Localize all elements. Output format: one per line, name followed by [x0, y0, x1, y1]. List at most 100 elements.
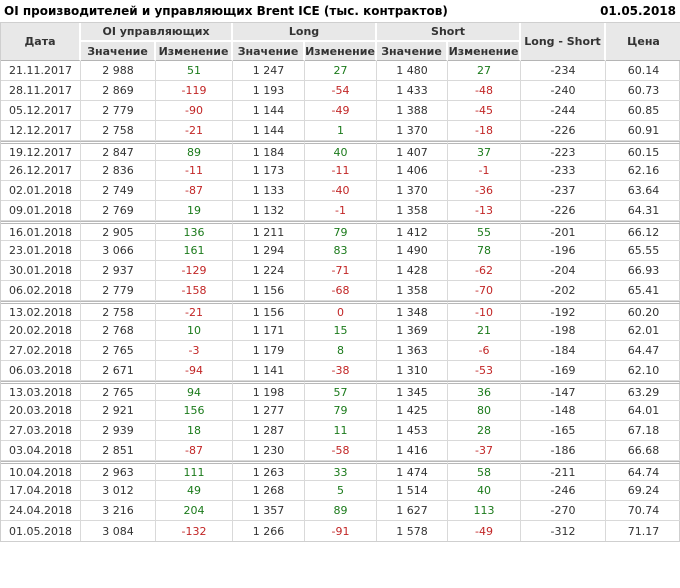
oi-value-cell: 2 905: [81, 221, 156, 241]
short-value-cell: 1 490: [377, 241, 449, 261]
table-row: 24.04.2018 3 216 204 1 357 89 1 627 113 -270 70.…: [1, 501, 680, 521]
price-cell: 63.64: [606, 181, 680, 201]
table-row: 06.03.2018 2 671 -94 1 141 -38 1 310 -53 -169 62…: [1, 361, 680, 381]
date-cell: 13.02.2018: [1, 301, 81, 321]
date-cell: 06.03.2018: [1, 361, 81, 381]
table-row: 12.12.2017 2 758 -21 1 144 1 1 370 -18 -226 60.9…: [1, 121, 680, 141]
price-cell: 64.74: [606, 461, 680, 481]
short-value-cell: 1 416: [377, 441, 449, 461]
long-change-cell: -49: [305, 101, 378, 121]
oi-value-cell: 2 939: [81, 421, 156, 441]
long-short-cell: -237: [521, 181, 607, 201]
price-cell: 66.68: [606, 441, 680, 461]
table-row: 13.03.2018 2 765 94 1 198 57 1 345 36 -147 63.29: [1, 381, 680, 401]
price-cell: 70.74: [606, 501, 680, 521]
date-cell: 12.12.2017: [1, 121, 81, 141]
long-change-cell: 89: [305, 501, 378, 521]
long-change-cell: 40: [305, 141, 378, 161]
short-value-cell: 1 474: [377, 461, 449, 481]
report-date: 01.05.2018: [600, 4, 676, 18]
oi-change-cell: 136: [156, 221, 234, 241]
long-value-cell: 1 294: [233, 241, 306, 261]
table-row: 27.02.2018 2 765 -3 1 179 8 1 363 -6 -184 64.47: [1, 341, 680, 361]
long-change-cell: 5: [305, 481, 378, 501]
oi-change-cell: 49: [156, 481, 234, 501]
table-row: 13.02.2018 2 758 -21 1 156 0 1 348 -10 -192 60.2…: [1, 301, 680, 321]
oi-value-cell: 3 216: [81, 501, 156, 521]
long-short-cell: -147: [521, 381, 607, 401]
oi-value-cell: 2 758: [81, 301, 156, 321]
oi-change-cell: -132: [156, 521, 234, 541]
price-cell: 69.24: [606, 481, 680, 501]
short-value-cell: 1 388: [377, 101, 449, 121]
long-change-cell: 0: [305, 301, 378, 321]
page-title: OI производителей и управляющих Brent IC…: [4, 4, 448, 18]
oi-change-cell: -87: [156, 441, 234, 461]
long-change-cell: -68: [305, 281, 378, 301]
long-change-cell: -91: [305, 521, 378, 541]
long-value-cell: 1 268: [233, 481, 306, 501]
short-value-cell: 1 358: [377, 281, 449, 301]
oi-value-cell: 2 779: [81, 101, 156, 121]
date-cell: 13.03.2018: [1, 381, 81, 401]
long-short-cell: -192: [521, 301, 607, 321]
oi-change-cell: 18: [156, 421, 234, 441]
price-cell: 60.20: [606, 301, 680, 321]
table-row: 23.01.2018 3 066 161 1 294 83 1 490 78 -196 65.5…: [1, 241, 680, 261]
long-short-cell: -234: [521, 61, 607, 81]
long-value-cell: 1 357: [233, 501, 306, 521]
long-change-cell: 27: [305, 61, 378, 81]
price-cell: 67.18: [606, 421, 680, 441]
long-change-cell: 8: [305, 341, 378, 361]
long-value-cell: 1 156: [233, 301, 306, 321]
long-value-cell: 1 171: [233, 321, 306, 341]
table-row: 26.12.2017 2 836 -11 1 173 -11 1 406 -1 -233 62.…: [1, 161, 680, 181]
date-cell: 24.04.2018: [1, 501, 81, 521]
long-short-cell: -223: [521, 141, 607, 161]
table-row: 19.12.2017 2 847 89 1 184 40 1 407 37 -223 60.15: [1, 141, 680, 161]
price-cell: 64.01: [606, 401, 680, 421]
long-change-cell: -54: [305, 81, 378, 101]
column-subheader-short-value: Значение: [377, 42, 449, 61]
oi-change-cell: -119: [156, 81, 234, 101]
long-value-cell: 1 156: [233, 281, 306, 301]
long-short-cell: -186: [521, 441, 607, 461]
long-value-cell: 1 263: [233, 461, 306, 481]
oi-value-cell: 2 921: [81, 401, 156, 421]
oi-table: Дата OI управляющих Long Short Long - Sh…: [1, 23, 680, 541]
oi-change-cell: -21: [156, 121, 234, 141]
long-value-cell: 1 141: [233, 361, 306, 381]
table-row: 01.05.2018 3 084 -132 1 266 -91 1 578 -49 -312 7…: [1, 521, 680, 541]
short-value-cell: 1 480: [377, 61, 449, 81]
long-short-cell: -312: [521, 521, 607, 541]
short-value-cell: 1 369: [377, 321, 449, 341]
long-change-cell: 79: [305, 401, 378, 421]
oi-value-cell: 2 749: [81, 181, 156, 201]
price-cell: 64.47: [606, 341, 680, 361]
date-cell: 21.11.2017: [1, 61, 81, 81]
table-header: Дата OI управляющих Long Short Long - Sh…: [1, 23, 680, 61]
column-subheader-oi-change: Изменение: [156, 42, 234, 61]
table-row: 02.01.2018 2 749 -87 1 133 -40 1 370 -36 -237 63…: [1, 181, 680, 201]
title-bar: OI производителей и управляющих Brent IC…: [0, 0, 680, 22]
long-short-cell: -270: [521, 501, 607, 521]
oi-change-cell: -94: [156, 361, 234, 381]
long-change-cell: 1: [305, 121, 378, 141]
short-value-cell: 1 578: [377, 521, 449, 541]
short-change-cell: -45: [448, 101, 522, 121]
long-change-cell: -38: [305, 361, 378, 381]
short-value-cell: 1 363: [377, 341, 449, 361]
long-change-cell: 79: [305, 221, 378, 241]
price-cell: 60.73: [606, 81, 680, 101]
oi-change-cell: 156: [156, 401, 234, 421]
short-change-cell: -6: [448, 341, 522, 361]
price-cell: 65.41: [606, 281, 680, 301]
long-value-cell: 1 266: [233, 521, 306, 541]
short-change-cell: 113: [448, 501, 522, 521]
long-short-cell: -233: [521, 161, 607, 181]
column-subheader-long-value: Значение: [233, 42, 306, 61]
date-cell: 20.03.2018: [1, 401, 81, 421]
oi-value-cell: 2 851: [81, 441, 156, 461]
long-short-cell: -226: [521, 121, 607, 141]
oi-change-cell: 204: [156, 501, 234, 521]
